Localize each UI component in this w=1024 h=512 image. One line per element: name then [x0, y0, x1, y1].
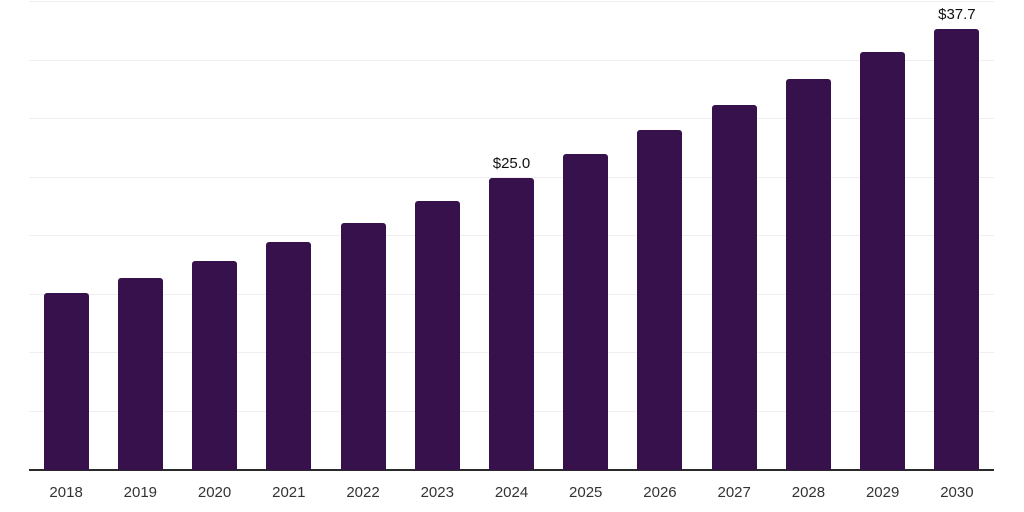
bar-2023 — [414, 200, 460, 470]
x-tick-label-2018: 2018 — [49, 484, 83, 501]
x-tick-label-2021: 2021 — [272, 484, 306, 501]
gridline — [29, 1, 994, 2]
bar-2030 — [934, 28, 980, 470]
bar-2027 — [711, 104, 757, 470]
bar-2029 — [860, 52, 906, 470]
gridline — [29, 176, 994, 178]
x-tick-label-2022: 2022 — [346, 484, 380, 501]
x-tick-label-2020: 2020 — [197, 484, 232, 501]
x-tick-label-2024: 2024 — [494, 484, 529, 501]
bar-2019 — [117, 278, 163, 470]
bar-2024 — [489, 177, 534, 470]
x-tick-label-2026: 2026 — [643, 484, 677, 501]
bar-2021 — [266, 241, 312, 470]
x-tick-label-2029: 2029 — [865, 484, 900, 501]
bar-2018 — [43, 293, 89, 470]
bar-2020 — [192, 260, 238, 470]
bar-2028 — [785, 79, 831, 470]
x-tick-label-2019: 2019 — [123, 484, 158, 501]
plot-area: $25.0 $37.7 — [29, 0, 994, 471]
bar-2026 — [637, 129, 683, 470]
x-tick-label-2023: 2023 — [420, 484, 454, 501]
x-tick-label-2025: 2025 — [569, 484, 603, 501]
gridline — [29, 59, 994, 61]
gridline — [29, 118, 994, 119]
x-tick-label-2030: 2030 — [940, 484, 974, 501]
bar-2022 — [340, 223, 386, 470]
bar-value-label-2024: $25.0 — [492, 154, 531, 172]
bar-value-label-2030: $37.7 — [938, 5, 976, 23]
x-tick-label-2028: 2028 — [791, 484, 826, 501]
bar-2025 — [563, 154, 609, 470]
x-tick-label-2027: 2027 — [717, 484, 751, 501]
x-axis-line — [29, 469, 994, 471]
